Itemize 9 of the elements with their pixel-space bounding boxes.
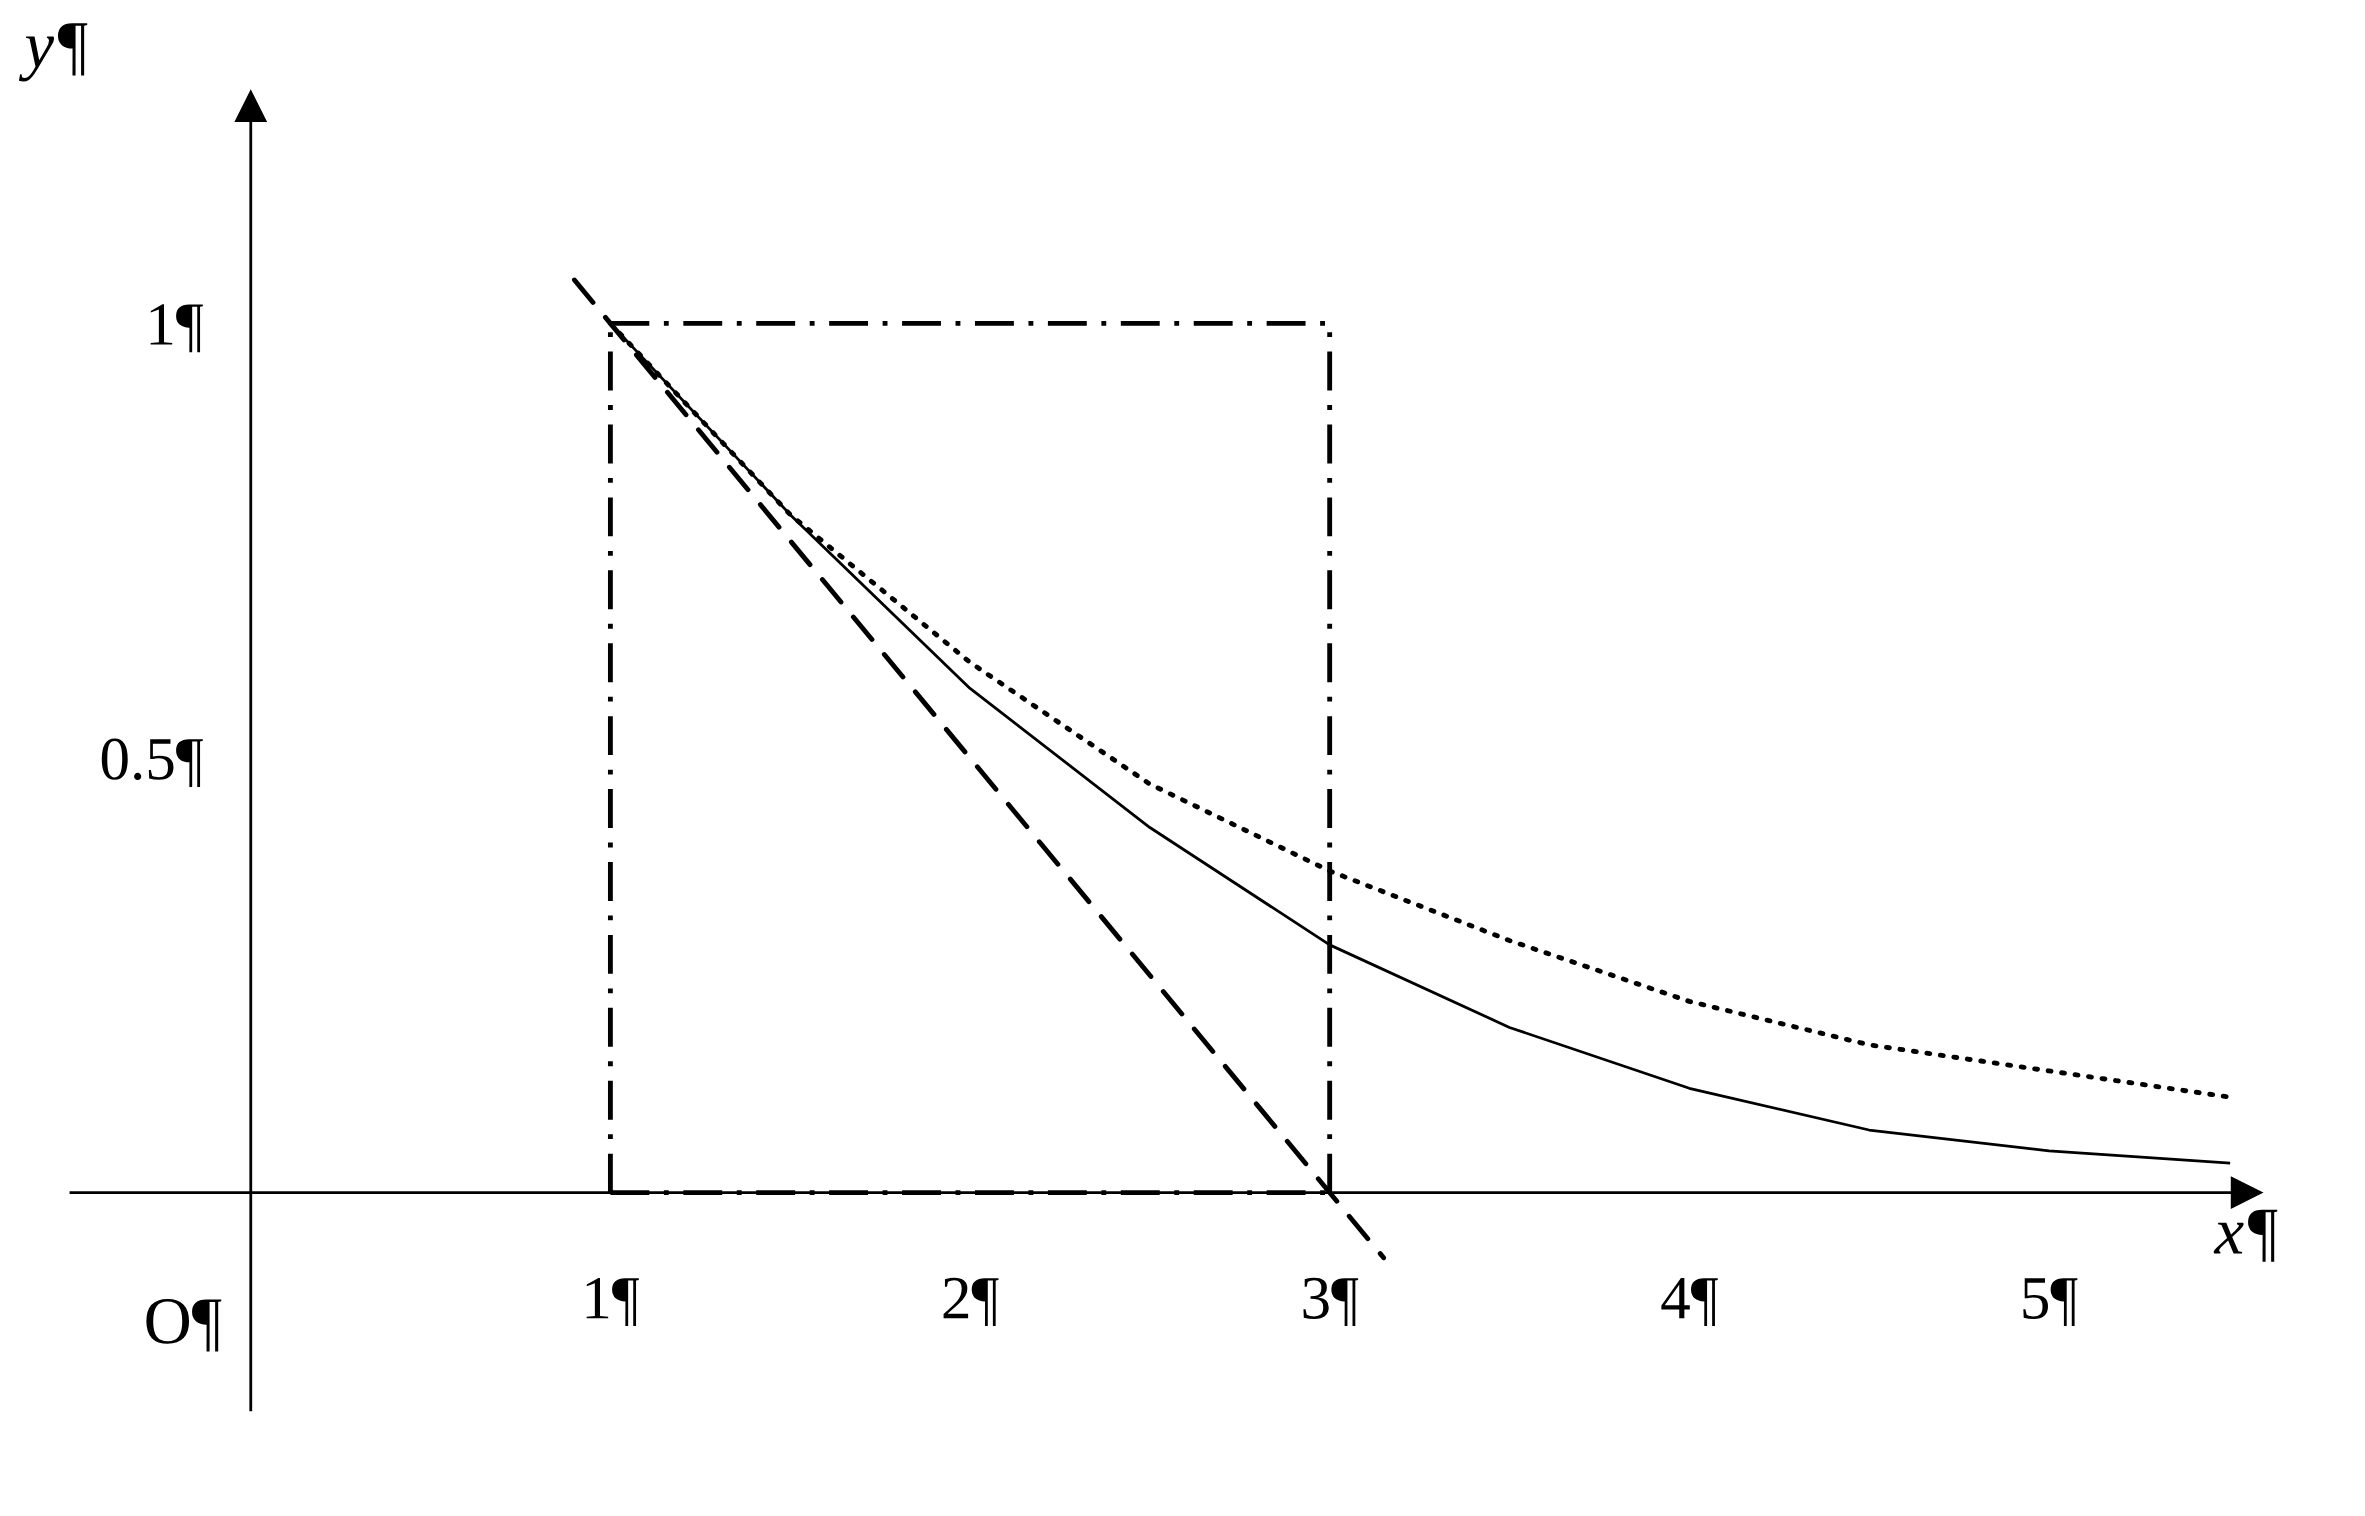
x-tick-label: 1¶ — [586, 1277, 639, 1327]
y-axis-title: y¶ — [18, 23, 88, 82]
x-tick-label: 3¶ — [1303, 1277, 1359, 1327]
x-tick-label: 2¶ — [943, 1277, 999, 1327]
x-tick-label: 4¶ — [1661, 1278, 1718, 1327]
annotation: O¶ — [146, 1299, 222, 1352]
x-tick-label: 5¶ — [2023, 1278, 2078, 1327]
x-axis-title: x¶ — [2213, 1209, 2278, 1262]
y-tick-label: 0.5¶ — [101, 738, 203, 787]
